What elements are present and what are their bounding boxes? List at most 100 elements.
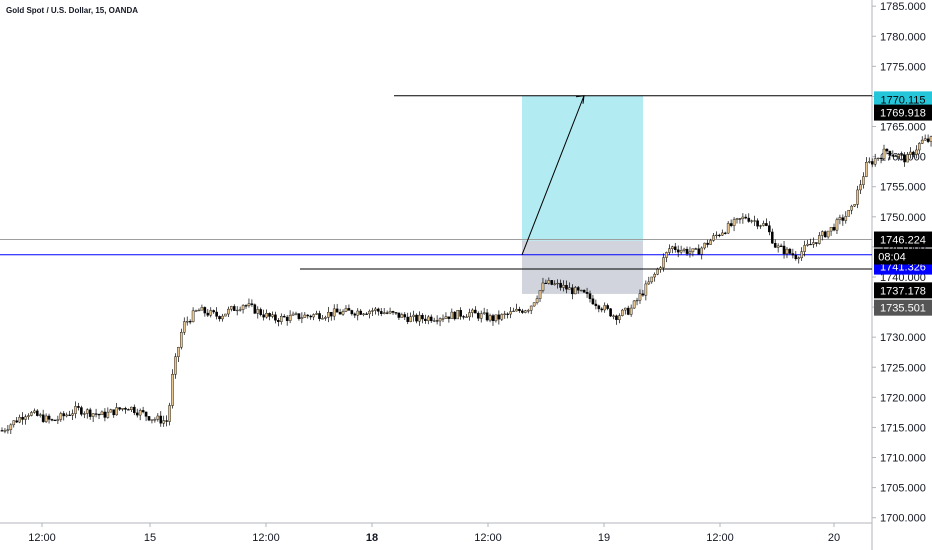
candle: [862, 176, 865, 185]
candle: [444, 316, 448, 319]
candle: [368, 310, 371, 315]
candle: [744, 216, 748, 219]
price-tick-label: 1750.000: [880, 212, 926, 224]
candle: [882, 148, 886, 159]
candle: [556, 282, 559, 285]
target-zone[interactable]: [522, 95, 643, 241]
candle: [168, 405, 171, 422]
candle: [38, 414, 42, 416]
candle: [65, 414, 68, 417]
price-tick-label: 1700.000: [880, 513, 926, 525]
price-label-box: [874, 299, 932, 316]
candle: [135, 412, 139, 416]
candle: [894, 155, 898, 157]
candle: [159, 415, 163, 424]
candle: [868, 161, 871, 163]
candle: [406, 316, 410, 322]
candle: [227, 308, 230, 315]
price-tick-label: 1755.000: [880, 182, 926, 194]
candle: [770, 231, 774, 244]
candle: [91, 413, 95, 417]
candle: [400, 314, 404, 318]
symbol-title: Gold Spot / U.S. Dollar, 15, OANDA: [6, 6, 139, 15]
candle: [230, 306, 233, 310]
candle: [412, 314, 415, 317]
candle: [512, 310, 515, 313]
candle: [668, 248, 671, 253]
candle: [3, 430, 7, 432]
candle: [729, 223, 733, 226]
candle: [232, 306, 236, 311]
price-label: 1770.115: [880, 94, 925, 106]
price-label-box: [874, 104, 932, 121]
candle: [382, 312, 386, 314]
candle: [718, 234, 721, 237]
projection-arrow[interactable]: [521, 95, 585, 255]
candle: [206, 312, 210, 316]
candle: [618, 315, 621, 320]
price-label: 1741.326: [880, 262, 926, 274]
candle: [779, 245, 783, 247]
candle: [379, 311, 383, 314]
candle: [332, 308, 336, 317]
candle: [224, 313, 227, 317]
candle: [97, 414, 101, 416]
candle: [832, 227, 836, 231]
candle: [503, 313, 507, 315]
candle: [841, 217, 845, 221]
candle: [838, 217, 842, 220]
candle: [74, 406, 77, 414]
candle: [524, 310, 527, 313]
candle: [456, 310, 460, 320]
candle: [329, 311, 333, 317]
candle: [797, 257, 801, 260]
candle: [550, 280, 554, 285]
candle: [571, 287, 574, 295]
candle: [915, 149, 918, 155]
candle: [244, 305, 248, 307]
candle: [388, 311, 392, 314]
candle: [888, 150, 892, 156]
price-tick-label: 1775.000: [880, 61, 926, 73]
candle: [526, 310, 530, 312]
candle: [553, 283, 557, 285]
candle: [700, 247, 704, 255]
candle: [435, 320, 439, 322]
candle: [130, 406, 133, 411]
candle: [15, 420, 19, 423]
candle: [185, 321, 189, 323]
candle: [341, 311, 345, 315]
time-tick-label: 12:00: [252, 532, 280, 544]
candle: [268, 313, 271, 317]
candle: [791, 253, 795, 256]
candle: [35, 410, 39, 416]
candle: [756, 220, 759, 227]
candle: [829, 227, 833, 232]
candle: [623, 307, 627, 311]
price-label-box: [874, 282, 932, 299]
candle: [194, 310, 198, 312]
candle: [870, 161, 874, 165]
candle: [391, 311, 395, 313]
candle: [650, 276, 654, 283]
candle: [629, 307, 633, 315]
stop-zone[interactable]: [522, 240, 643, 294]
candle: [153, 419, 157, 421]
candle: [262, 314, 265, 318]
candle: [371, 310, 374, 312]
candle: [759, 225, 762, 227]
candle: [879, 157, 883, 160]
candle: [238, 309, 242, 311]
candle: [547, 280, 551, 284]
candle: [459, 310, 462, 317]
candle: [588, 293, 592, 299]
candle: [659, 267, 662, 270]
candle: [923, 138, 927, 141]
candle: [541, 282, 545, 291]
candle: [71, 413, 74, 416]
candle: [579, 289, 583, 292]
candle: [494, 314, 498, 322]
candle: [121, 408, 124, 410]
candle: [338, 312, 342, 315]
